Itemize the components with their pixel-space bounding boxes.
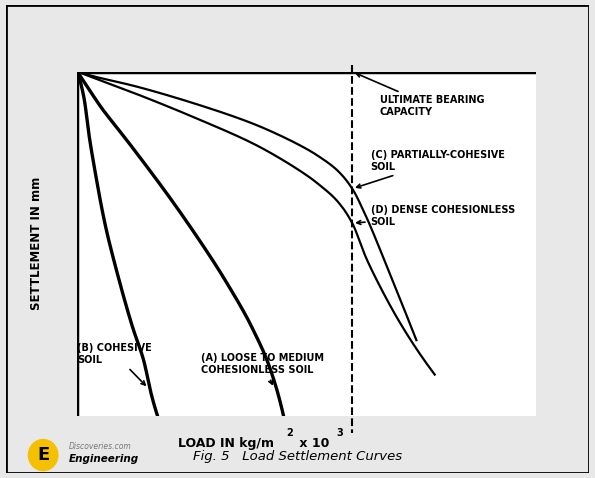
Text: 3: 3 [336,428,343,438]
Text: LOAD IN kg/m: LOAD IN kg/m [178,437,274,450]
Text: (A) LOOSE TO MEDIUM
COHESIONLESS SOIL: (A) LOOSE TO MEDIUM COHESIONLESS SOIL [201,353,324,384]
Text: ULTIMATE BEARING
CAPACITY: ULTIMATE BEARING CAPACITY [356,73,484,117]
Text: (D) DENSE COHESIONLESS
SOIL: (D) DENSE COHESIONLESS SOIL [357,206,515,227]
Text: SETTLEMENT IN mm: SETTLEMENT IN mm [30,177,43,310]
Text: 2: 2 [286,428,293,438]
Text: (B) COHESIVE
SOIL: (B) COHESIVE SOIL [77,343,152,385]
Text: x 10: x 10 [295,437,330,450]
Text: (C) PARTIALLY-COHESIVE
SOIL: (C) PARTIALLY-COHESIVE SOIL [356,151,505,188]
Text: Engineering: Engineering [68,454,139,464]
Text: Fig. 5   Load Settlement Curves: Fig. 5 Load Settlement Curves [193,450,402,463]
Circle shape [29,440,58,470]
Text: E: E [37,446,49,464]
Text: Discoveries.com: Discoveries.com [68,443,131,451]
